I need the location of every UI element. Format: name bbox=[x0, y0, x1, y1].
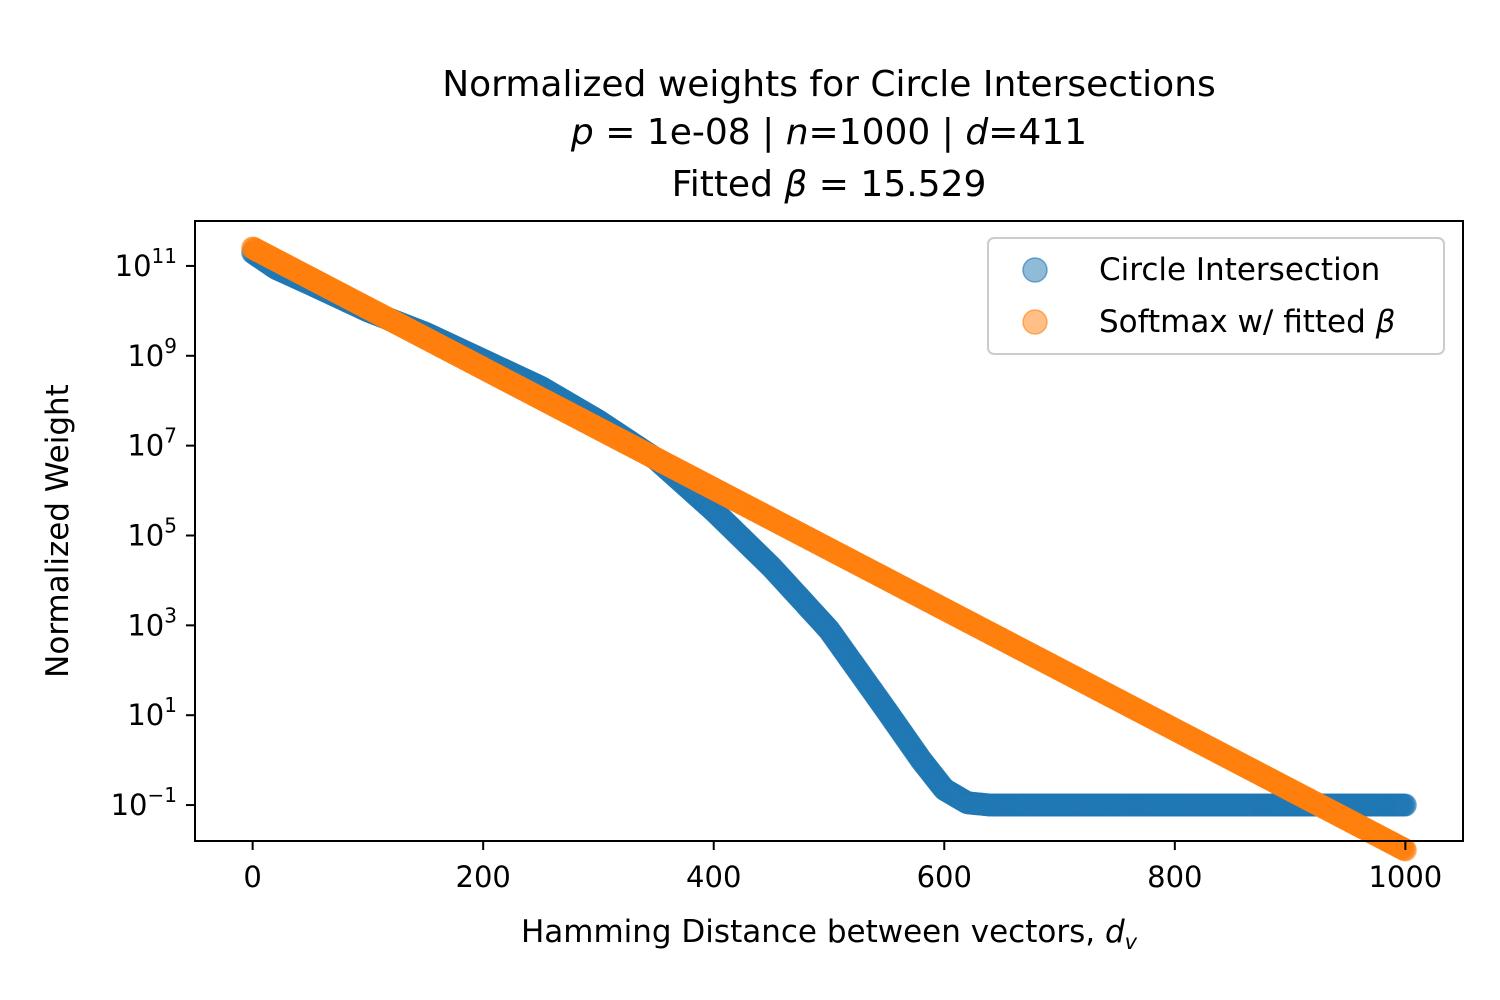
x-tick-label: 600 bbox=[917, 860, 972, 894]
chart-subtitle-beta: Fitted β = 15.529 bbox=[195, 164, 1463, 205]
x-axis-label: Hamming Distance between vectors, dv bbox=[521, 914, 1138, 954]
d-value: =411 bbox=[988, 112, 1088, 153]
legend-label-circle-intersection: Circle Intersection bbox=[1099, 252, 1380, 288]
legend-marker-circle-intersection bbox=[1022, 257, 1048, 283]
x-axis-ticks: 0 200 400 600 800 1000 bbox=[243, 841, 1442, 894]
legend-box bbox=[987, 237, 1445, 355]
y-tick-label: 107 bbox=[127, 424, 177, 463]
x-tick-label: 800 bbox=[1147, 860, 1202, 894]
legend-label-softmax: Softmax w/ fitted β bbox=[1099, 304, 1395, 340]
n-value: =1000 | bbox=[808, 112, 966, 153]
d-symbol: d bbox=[965, 112, 989, 153]
n-symbol: n bbox=[785, 112, 809, 153]
y-tick-label: 105 bbox=[127, 513, 177, 552]
beta-value: = 15.529 bbox=[807, 164, 987, 205]
y-tick-label: 1011 bbox=[115, 244, 177, 283]
y-axis-label: Normalized Weight bbox=[40, 384, 76, 678]
y-tick-label: 109 bbox=[127, 334, 177, 373]
y-tick-label: 10−1 bbox=[111, 783, 177, 822]
x-tick-label: 1000 bbox=[1368, 860, 1442, 894]
chart-title-line1: Normalized weights for Circle Intersecti… bbox=[442, 64, 1216, 105]
chart-title: Normalized weights for Circle Intersecti… bbox=[195, 64, 1463, 105]
beta-symbol: β bbox=[784, 164, 808, 205]
y-axis-ticks: 1011 109 107 105 103 101 10−1 bbox=[111, 244, 195, 822]
p-value: = 1e-08 | bbox=[593, 112, 786, 153]
series-layer bbox=[241, 236, 1417, 862]
axes-frame bbox=[194, 220, 1464, 842]
x-tick-label: 400 bbox=[686, 860, 741, 894]
point-circle-intersection bbox=[1393, 793, 1417, 817]
p-symbol: p bbox=[570, 112, 594, 153]
x-tick-label: 200 bbox=[456, 860, 511, 894]
legend: Circle Intersection Softmax w/ fitted β bbox=[987, 237, 1445, 355]
chart-subtitle-params: p = 1e-08 | n=1000 | d=411 bbox=[195, 112, 1463, 153]
y-tick-label: 101 bbox=[127, 693, 177, 732]
x-tick-label: 0 bbox=[243, 860, 261, 894]
legend-marker-softmax bbox=[1022, 309, 1048, 335]
beta-prefix: Fitted bbox=[671, 164, 785, 205]
y-tick-label: 103 bbox=[127, 603, 177, 642]
